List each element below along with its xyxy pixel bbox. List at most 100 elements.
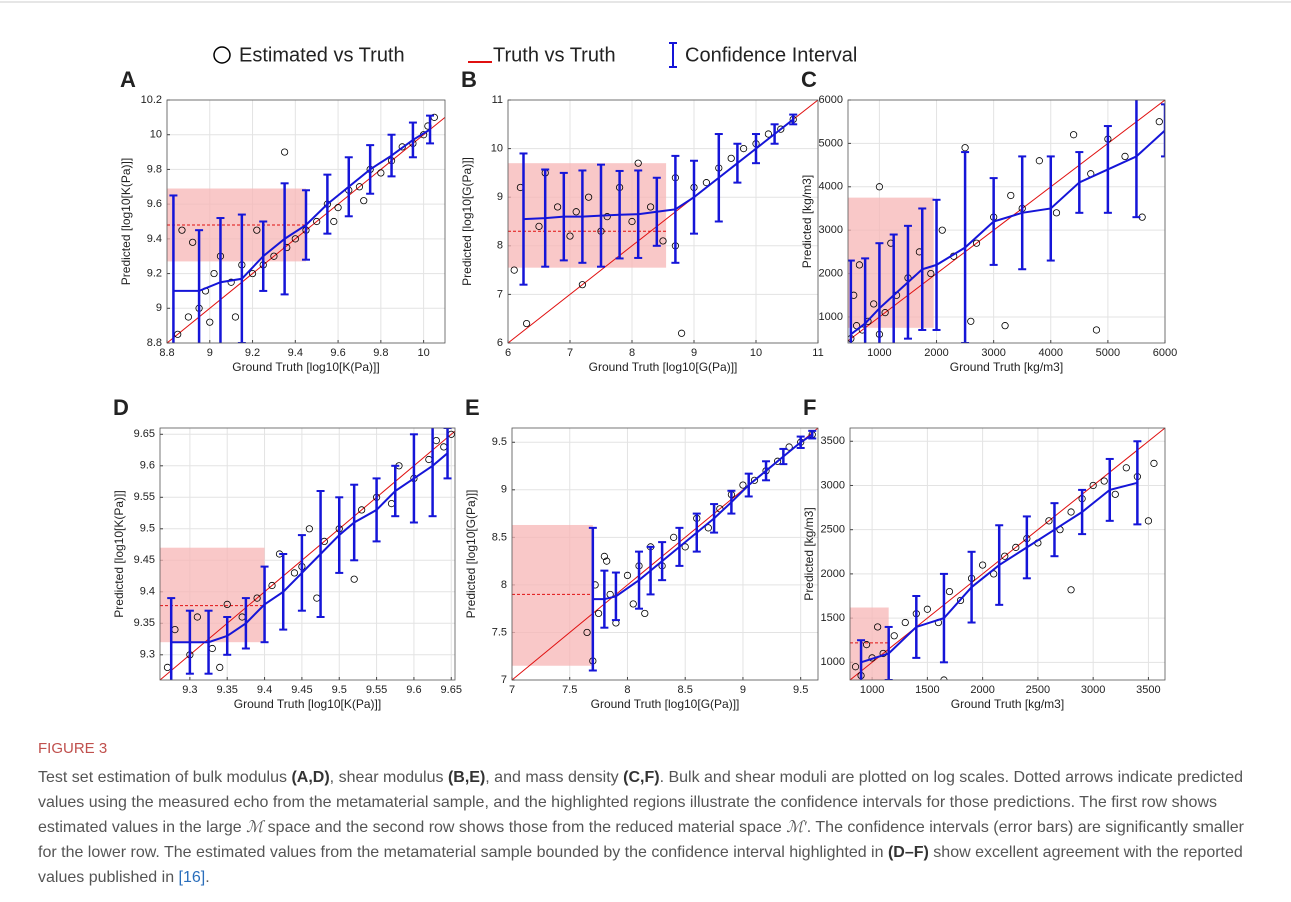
identity-line (848, 100, 1165, 342)
y-axis-label: Predicted [log10[G(Pa)]] (460, 157, 474, 286)
point (223, 600, 231, 609)
point (1089, 481, 1097, 490)
x-tick-label: 7 (567, 347, 573, 359)
point (1012, 543, 1020, 551)
point (1067, 586, 1075, 594)
y-tick-label: 10.2 (141, 94, 162, 106)
y-tick-label: 3000 (819, 224, 843, 236)
x-tick-label: 1000 (860, 684, 884, 696)
y-tick-label: 9.6 (147, 198, 162, 210)
point (702, 179, 711, 187)
plot-frame (159, 427, 456, 681)
point (945, 587, 954, 596)
x-tick-label: 5000 (1096, 347, 1120, 359)
x-tick-label: 9.35 (217, 684, 238, 696)
y-tick-label: 3000 (821, 479, 845, 491)
x-tick-label: 6 (505, 347, 511, 359)
point (881, 309, 889, 317)
y-tick-label: 1500 (821, 612, 845, 624)
point (777, 125, 785, 133)
y-tick-label: 2000 (821, 568, 845, 580)
panel: 1000 1500 2000 2500 3000 3500 1000 1500 2000 2500… (802, 395, 1166, 711)
confidence-region (512, 524, 593, 666)
y-tick-label: 9.5 (140, 523, 155, 535)
caption-run: Test set estimation of bulk modulus (38, 769, 292, 786)
point (360, 197, 368, 205)
y-tick-label: 9.2 (147, 267, 162, 279)
point (603, 557, 611, 565)
x-tick-label: 9.8 (373, 347, 388, 359)
plot-frame (166, 99, 446, 344)
x-tick-label: 9.4 (257, 684, 272, 696)
point (206, 318, 214, 326)
panel: 1000 2000 3000 4000 5000 6000 1000 2000 3000 4000… (800, 67, 1177, 374)
plot-frame (507, 99, 819, 344)
x-tick-label: 4000 (1039, 347, 1063, 359)
y-tick-label: 8.5 (492, 531, 507, 543)
point (855, 261, 864, 269)
caption-run: show excellent agreement with the report… (38, 844, 1243, 886)
x-tick-label: 8 (629, 347, 635, 359)
x-tick-label: 1500 (915, 684, 939, 696)
panel-label: E (465, 395, 480, 420)
panel-label: F (803, 395, 816, 420)
y-tick-label: 4000 (819, 181, 843, 193)
plot-frame (847, 99, 1166, 344)
point (874, 623, 882, 631)
point (972, 239, 981, 247)
point (938, 226, 946, 234)
caption-run: . Bulk and shear moduli are plotted on l… (38, 769, 1243, 836)
y-tick-label: 8 (497, 240, 503, 252)
x-axis-label: Ground Truth [log10[G(Pa)]] (591, 697, 740, 711)
x-tick-label: 10 (417, 347, 429, 359)
point (773, 457, 782, 465)
point (1122, 464, 1130, 472)
figure-label: FIGURE 3 (38, 740, 108, 757)
panel: 7 7.5 8 8.5 9 9.5 7 7.5 8 8.5 9 9.5 Ground Truth [lo… (464, 395, 819, 711)
x-tick-label: 9.5 (793, 684, 808, 696)
point (603, 213, 611, 221)
x-tick-label: 7 (509, 684, 515, 696)
y-tick-label: 9 (156, 302, 162, 314)
y-tick-label: 9.6 (140, 460, 155, 472)
point (330, 217, 338, 226)
y-tick-label: 9.55 (134, 491, 155, 503)
y-tick-label: 7 (497, 288, 503, 300)
y-tick-label: 8 (501, 579, 507, 591)
y-tick-label: 9 (497, 191, 503, 203)
y-tick-label: 1000 (821, 656, 845, 668)
point (641, 609, 649, 618)
point (193, 613, 201, 621)
x-tick-label: 3000 (981, 347, 1005, 359)
y-axis-label: Predicted [kg/m3] (800, 175, 814, 268)
y-tick-label: 9.45 (134, 554, 155, 566)
plot-frame (849, 427, 1166, 681)
figure: Estimated vs Truth Truth vs Truth Confid… (0, 1, 1291, 711)
point (979, 561, 987, 569)
caption-run: ℳ (246, 819, 264, 836)
caption-run: . (205, 869, 210, 886)
caption-run[interactable]: [16] (178, 869, 206, 886)
point (634, 159, 642, 167)
trend-line (171, 452, 449, 644)
plot-content (508, 100, 818, 343)
plot-content (167, 113, 445, 343)
panel: 9.3 9.35 9.4 9.45 9.5 9.55 9.6 9.65 9.3 9.35 9.4 9.… (112, 395, 462, 711)
caption-run: ℳ′ (786, 819, 807, 836)
point (670, 533, 678, 541)
x-axis-label: Ground Truth [log10[K(Pa)]] (234, 697, 381, 711)
point (704, 524, 712, 532)
point (1045, 517, 1053, 525)
y-axis-label: Predicted [log10[K(Pa)]] (119, 158, 133, 285)
x-tick-label: 8.8 (159, 347, 174, 359)
x-tick-label: 9.2 (245, 347, 260, 359)
point (870, 300, 878, 308)
caption-run: . The confidence intervals (error bars) … (38, 819, 1245, 861)
panel-label: D (113, 395, 129, 420)
point (584, 193, 593, 201)
y-tick-label: 2000 (819, 267, 843, 279)
caption-run: , shear modulus (329, 769, 448, 786)
point (572, 208, 580, 216)
point (1111, 490, 1119, 498)
